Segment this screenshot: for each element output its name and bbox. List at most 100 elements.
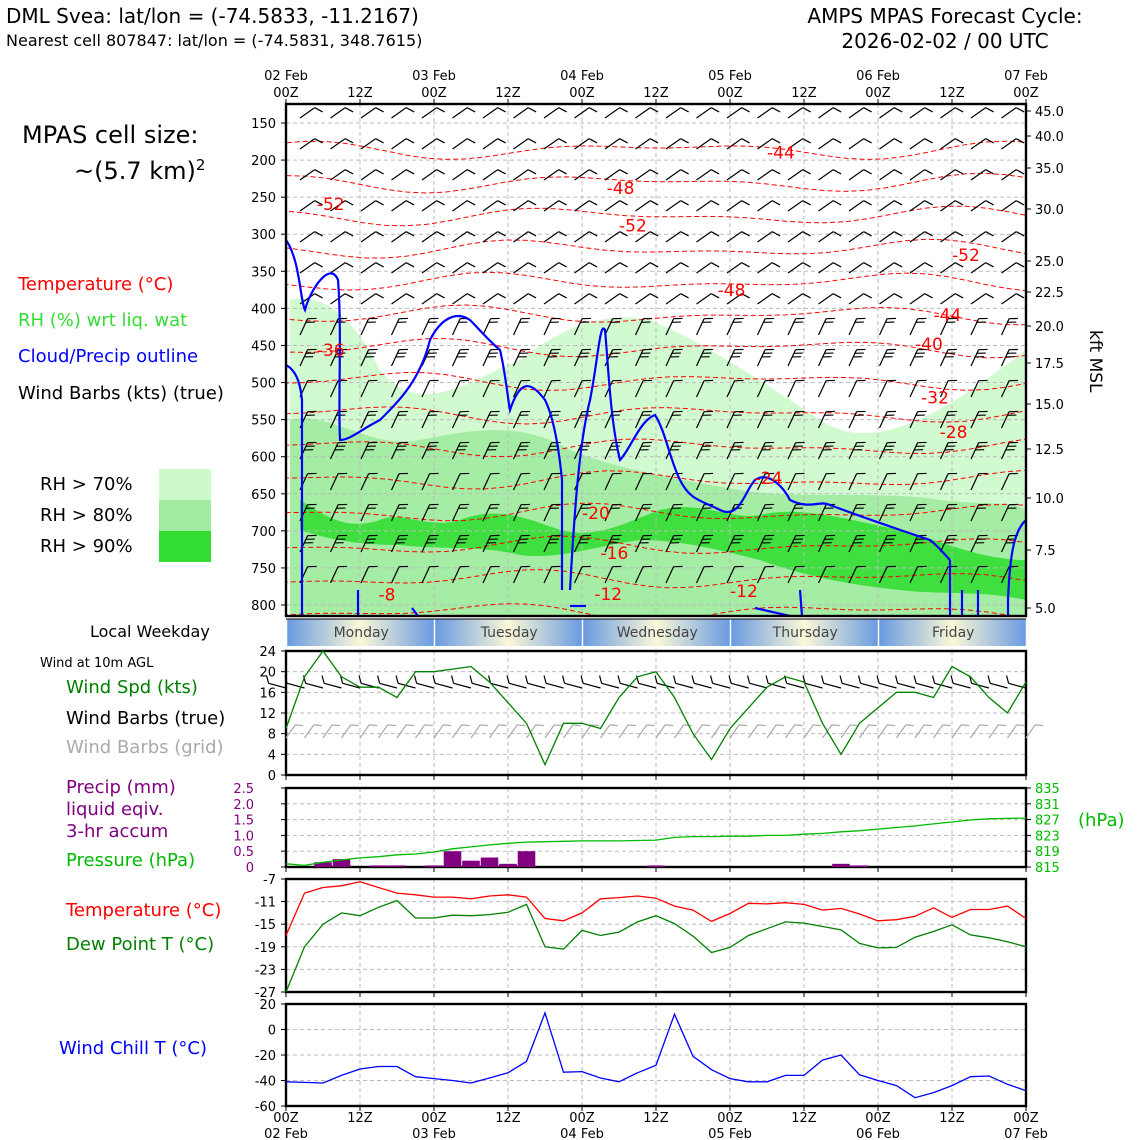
temperature-contour-label: -52 [317, 195, 345, 215]
wind-barb [787, 107, 811, 119]
y-tick-label: 20 [259, 666, 276, 681]
wind-barb-true [450, 675, 472, 689]
rh70-swatch [159, 469, 211, 500]
wind-barb [634, 503, 653, 522]
x-tick-date: 07 Feb [1004, 1127, 1048, 1140]
wind-barb-grid [470, 724, 489, 739]
rh-area [300, 500, 1026, 600]
wind-speed-label: Wind Spd (kts) [66, 677, 198, 698]
precip-bar [850, 865, 869, 867]
wind-barb-grid [1025, 724, 1044, 739]
wind-barb [604, 348, 622, 367]
wind-barb [696, 293, 720, 305]
wind-barb [360, 441, 378, 460]
wind-barb [391, 231, 415, 243]
temperature-contour-label: -52 [619, 216, 647, 236]
wind-barb-grid [526, 724, 544, 739]
wind-barb [421, 107, 445, 119]
wind-barb [726, 565, 744, 584]
wind-barb [817, 534, 836, 553]
wind-barb [512, 379, 531, 398]
x-tick-hour: 00Z [1013, 1111, 1039, 1126]
weekday-band [583, 619, 730, 646]
wind-barb [390, 503, 409, 522]
wind-barb [513, 231, 537, 243]
wind-barb [696, 138, 720, 150]
wind-barb [360, 410, 378, 429]
wind-barb [482, 441, 500, 460]
wind-barb [1000, 379, 1019, 398]
wind-barb-true [931, 675, 953, 689]
wind-panel-frame [284, 649, 1028, 777]
wind-barb [329, 441, 348, 460]
y-tick-label: 250 [251, 191, 276, 206]
wind-barb [573, 379, 592, 398]
wind-barb [482, 379, 500, 398]
wind-barb [634, 410, 653, 429]
cloud-outline [754, 606, 791, 616]
wind-barb [787, 200, 811, 212]
wind-barb [604, 169, 628, 181]
cloud-outline [286, 364, 304, 616]
wind-barb [451, 348, 470, 367]
wind-barb [940, 107, 964, 119]
wind-barb [695, 410, 714, 429]
wind-barb [970, 317, 988, 336]
wind-barb [1000, 441, 1019, 460]
wind-barb-grid [563, 724, 581, 739]
local-weekday-label: Local Weekday [90, 622, 210, 641]
wind-barb [391, 200, 415, 212]
y-tick-label: 500 [251, 377, 276, 392]
wind-barb [818, 169, 842, 181]
y-tick-label: -11 [255, 896, 276, 911]
wind-barb [512, 348, 531, 367]
wind-barb-grid [415, 724, 433, 739]
y-tick-label: 300 [251, 228, 276, 243]
cloud-outline [286, 239, 564, 590]
wind-barb [878, 565, 897, 584]
wind-barb [787, 410, 805, 429]
y-tick-label: -23 [255, 963, 276, 978]
wind-barb-grid [859, 724, 877, 739]
wind-barb [695, 317, 714, 336]
wind-barb [543, 138, 567, 150]
x-tick-date: 03 Feb [412, 69, 456, 84]
wind-barb [757, 107, 781, 119]
wind-barb-grid [433, 724, 452, 739]
y-right-tick-label: 20.0 [1035, 320, 1064, 335]
y-tick-label: 150 [251, 117, 276, 132]
wind-barb [1001, 262, 1025, 274]
x-tick-hour: 00Z [865, 1111, 891, 1126]
wind-barb [848, 200, 872, 212]
wind-barb [1000, 472, 1019, 491]
wind-barb [330, 169, 354, 181]
wind-barb [757, 169, 781, 181]
y-right-axis-label: kft MSL [1085, 330, 1105, 393]
wind-barb [879, 200, 903, 212]
wind-barb-true [654, 675, 675, 689]
wind-barb [604, 262, 628, 274]
x-tick-hour: 00Z [865, 86, 891, 101]
wind-barb [665, 107, 689, 119]
wind-barb-true [709, 675, 731, 689]
wind-barb [817, 348, 836, 367]
y-right-tick-label: 15.0 [1035, 398, 1064, 413]
pressure-label: Pressure (hPa) [66, 850, 196, 871]
wind-barb [848, 565, 866, 584]
wind-barb [879, 169, 903, 181]
wind-barb-grid [729, 724, 748, 739]
title-left: DML Svea: lat/lon = (-74.5833, -11.2167) [6, 4, 419, 28]
precip-bar [314, 862, 332, 867]
wind-barb [695, 379, 714, 398]
dewpoint-label: Dew Point T (°C) [66, 934, 215, 955]
cloud-outline [411, 607, 419, 616]
wind-barb [482, 107, 506, 119]
precip-label-3: 3-hr accum [66, 821, 169, 842]
y-tick-label: 750 [251, 562, 276, 577]
wind-barb [757, 138, 781, 150]
wind-barb [817, 379, 836, 398]
wind-barb [421, 138, 445, 150]
wind-barb [360, 231, 384, 243]
wind-barb [665, 410, 683, 429]
wind-barb [909, 169, 933, 181]
